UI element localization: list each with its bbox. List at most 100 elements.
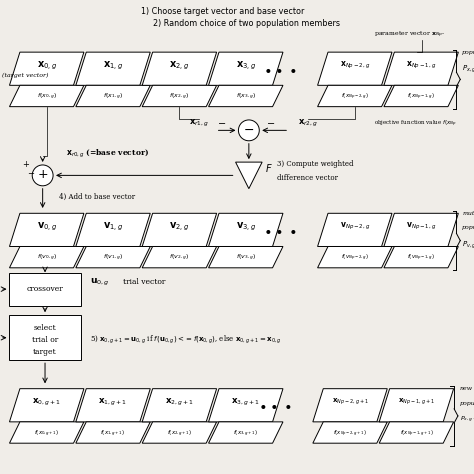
- Text: $\mathbf{x}_{1,g+1}$: $\mathbf{x}_{1,g+1}$: [99, 396, 128, 408]
- Text: $f(v_{0,g})$: $f(v_{0,g})$: [36, 253, 57, 264]
- Polygon shape: [9, 389, 84, 422]
- Polygon shape: [76, 213, 150, 246]
- Text: mutan-: mutan-: [462, 211, 474, 216]
- Text: $\mathbf{x}_{Np-2,g+1}$: $\mathbf{x}_{Np-2,g+1}$: [332, 397, 368, 407]
- Text: $\mathbf{x}_{0,g+1}$: $\mathbf{x}_{0,g+1}$: [32, 396, 61, 408]
- Text: $\mathbf{x}_{r0,g}$ (=base vector): $\mathbf{x}_{r0,g}$ (=base vector): [66, 148, 149, 160]
- Text: $\mathbf{x}_{2,g+1}$: $\mathbf{x}_{2,g+1}$: [165, 396, 194, 408]
- Polygon shape: [209, 422, 283, 443]
- Text: $\mathbf{x}_{r2,g}$: $\mathbf{x}_{r2,g}$: [298, 118, 318, 129]
- Polygon shape: [209, 246, 283, 268]
- Polygon shape: [76, 422, 150, 443]
- Text: $\mathbf{x}_{Np-1,g+1}$: $\mathbf{x}_{Np-1,g+1}$: [398, 397, 435, 407]
- Text: 5) $\mathbf{x}_{0,g+1} = \mathbf{u}_{0,g}$ if $f(\mathbf{u}_{0,g})$$<=f(\mathbf{: 5) $\mathbf{x}_{0,g+1} = \mathbf{u}_{0,g…: [90, 334, 282, 346]
- Text: 4) Add to base vector: 4) Add to base vector: [59, 193, 136, 201]
- Text: $\bullet\bullet\bullet$: $\bullet\bullet\bullet$: [263, 223, 297, 237]
- Polygon shape: [313, 389, 387, 422]
- Polygon shape: [318, 213, 392, 246]
- Polygon shape: [142, 422, 217, 443]
- Text: trial or: trial or: [32, 336, 58, 344]
- Text: $\mathbf{v}_{Np-2,g}$: $\mathbf{v}_{Np-2,g}$: [340, 221, 370, 232]
- Text: $P_{v,g}$: $P_{v,g}$: [462, 239, 474, 251]
- Text: $\mathbf{u}_{0,g}$: $\mathbf{u}_{0,g}$: [90, 276, 109, 288]
- Text: $f(x_{0,g+1})$: $f(x_{0,g+1})$: [34, 428, 59, 439]
- Text: $\bullet\bullet\bullet$: $\bullet\bullet\bullet$: [258, 398, 292, 412]
- Polygon shape: [9, 52, 84, 85]
- Polygon shape: [9, 246, 84, 268]
- Text: $f(x_{0,g})$: $f(x_{0,g})$: [36, 92, 57, 102]
- Text: $\mathbf{x}_{3,g}$: $\mathbf{x}_{3,g}$: [236, 59, 256, 72]
- Bar: [9, 273, 81, 306]
- Text: $P_{x,g}$: $P_{x,g}$: [462, 64, 474, 75]
- Text: $+$: $+$: [37, 168, 48, 181]
- Text: 3) Compute weighted: 3) Compute weighted: [277, 160, 354, 167]
- Text: new: new: [460, 386, 473, 392]
- Polygon shape: [209, 52, 283, 85]
- Text: popula-: popula-: [462, 50, 474, 55]
- Text: $f(v_{2,g})$: $f(v_{2,g})$: [169, 253, 190, 264]
- Polygon shape: [379, 389, 454, 422]
- Text: $\mathbf{v}_{3,g}$: $\mathbf{v}_{3,g}$: [236, 220, 256, 233]
- Text: popula-: popula-: [460, 401, 474, 406]
- Text: trial vector: trial vector: [123, 278, 165, 286]
- Text: crossover: crossover: [27, 285, 64, 293]
- Text: $\mathbf{x}_{3,g+1}$: $\mathbf{x}_{3,g+1}$: [231, 396, 260, 408]
- Polygon shape: [318, 246, 392, 268]
- Text: $P_{x,g+1}$: $P_{x,g+1}$: [460, 415, 474, 425]
- Text: $f(v_{1,g})$: $f(v_{1,g})$: [103, 253, 123, 264]
- Polygon shape: [384, 246, 458, 268]
- Text: $+$: $+$: [22, 158, 30, 169]
- Text: $-$: $-$: [27, 167, 35, 176]
- Circle shape: [238, 120, 259, 141]
- Text: $f(x_{Np-2,g+1})$: $f(x_{Np-2,g+1})$: [333, 428, 367, 439]
- Bar: [9, 315, 81, 360]
- Polygon shape: [236, 162, 262, 189]
- Text: popula-: popula-: [462, 225, 474, 230]
- Text: $f(x_{3,g+1})$: $f(x_{3,g+1})$: [233, 428, 258, 439]
- Polygon shape: [9, 422, 84, 443]
- Text: 2) Random choice of two population members: 2) Random choice of two population membe…: [153, 19, 340, 28]
- Polygon shape: [318, 52, 392, 85]
- Text: (target vector): (target vector): [2, 73, 49, 78]
- Polygon shape: [142, 52, 217, 85]
- Polygon shape: [9, 213, 84, 246]
- Polygon shape: [209, 389, 283, 422]
- Text: $f(x_{Np-1,g})$: $f(x_{Np-1,g})$: [407, 92, 435, 102]
- Polygon shape: [379, 422, 454, 443]
- Polygon shape: [142, 85, 217, 107]
- Text: $\mathbf{x}_{r1,g}$: $\mathbf{x}_{r1,g}$: [189, 118, 209, 129]
- Text: $\mathbf{x}_{Np-1,g}$: $\mathbf{x}_{Np-1,g}$: [406, 60, 436, 71]
- Polygon shape: [76, 85, 150, 107]
- Text: target: target: [33, 348, 57, 356]
- Text: $F$: $F$: [265, 162, 273, 174]
- Text: parameter vector $\mathbf{x}_{Np}$-: parameter vector $\mathbf{x}_{Np}$-: [374, 30, 446, 40]
- Text: $\mathbf{v}_{Np-1,g}$: $\mathbf{v}_{Np-1,g}$: [406, 221, 436, 232]
- Text: $\mathbf{x}_{Np-2,g}$: $\mathbf{x}_{Np-2,g}$: [340, 60, 370, 71]
- Text: $f(v_{3,g})$: $f(v_{3,g})$: [236, 253, 256, 264]
- Text: $\mathbf{v}_{0,g}$: $\mathbf{v}_{0,g}$: [36, 220, 57, 233]
- Polygon shape: [76, 389, 150, 422]
- Text: $-$: $-$: [265, 117, 275, 127]
- Text: $f(x_{2,g+1})$: $f(x_{2,g+1})$: [167, 428, 192, 439]
- Text: $\bullet\bullet\bullet$: $\bullet\bullet\bullet$: [263, 62, 297, 76]
- Text: $f(x_{3,g})$: $f(x_{3,g})$: [236, 92, 256, 102]
- Circle shape: [32, 165, 53, 186]
- Text: $f(v_{Np-2,g})$: $f(v_{Np-2,g})$: [341, 253, 369, 264]
- Text: $\mathbf{v}_{1,g}$: $\mathbf{v}_{1,g}$: [103, 220, 123, 233]
- Text: select: select: [34, 324, 56, 332]
- Text: $-$: $-$: [217, 117, 227, 127]
- Polygon shape: [209, 85, 283, 107]
- Text: $f(x_{1,g})$: $f(x_{1,g})$: [103, 92, 123, 102]
- Text: objective function value $f(x_{Np}$: objective function value $f(x_{Np}$: [374, 118, 457, 129]
- Text: 1) Choose target vector and base vector: 1) Choose target vector and base vector: [141, 7, 304, 16]
- Polygon shape: [384, 213, 458, 246]
- Text: $f(x_{2,g})$: $f(x_{2,g})$: [169, 92, 190, 102]
- Polygon shape: [384, 52, 458, 85]
- Text: $f(x_{1,g+1})$: $f(x_{1,g+1})$: [100, 428, 126, 439]
- Polygon shape: [76, 52, 150, 85]
- Polygon shape: [209, 213, 283, 246]
- Polygon shape: [142, 246, 217, 268]
- Text: $\mathbf{v}_{2,g}$: $\mathbf{v}_{2,g}$: [169, 220, 190, 233]
- Text: $\mathbf{x}_{1,g}$: $\mathbf{x}_{1,g}$: [103, 59, 123, 72]
- Polygon shape: [313, 422, 387, 443]
